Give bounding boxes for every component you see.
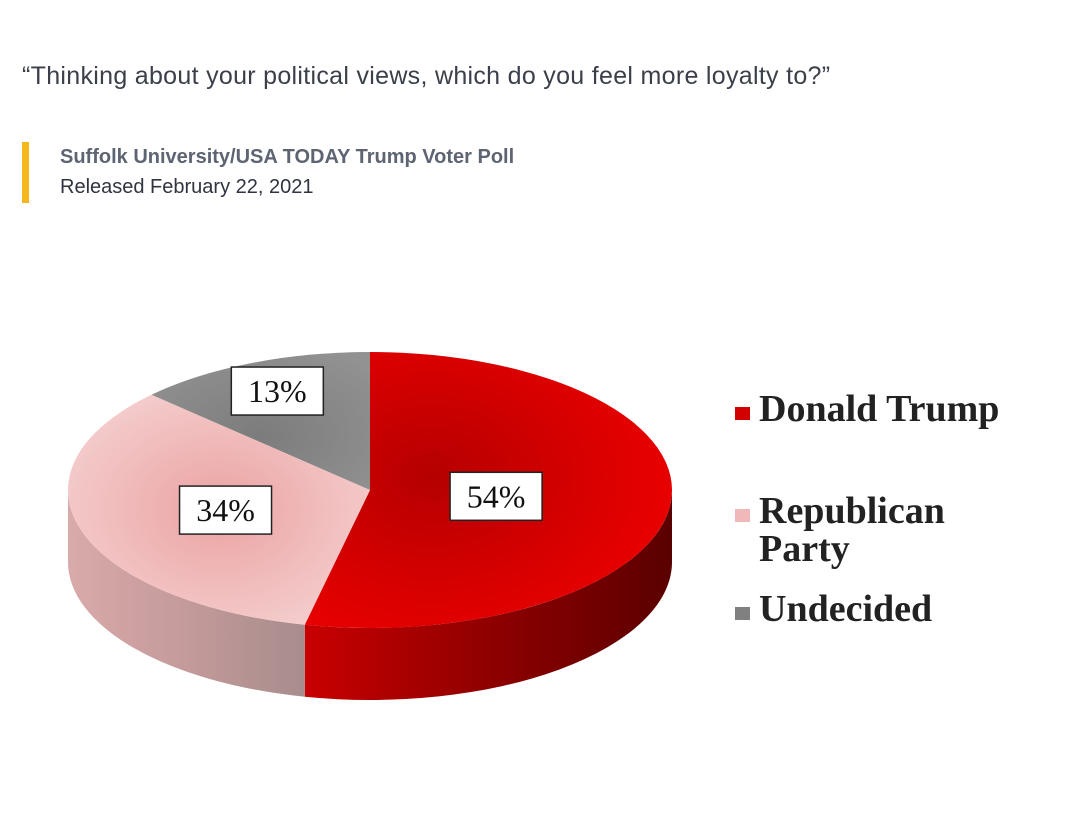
legend-label: Donald Trump xyxy=(759,388,999,430)
svg-text:34%: 34% xyxy=(196,492,255,528)
legend-item-donald-trump: Donald Trump xyxy=(735,388,999,430)
legend-label: Undecided xyxy=(759,588,932,630)
pie-data-labels: 54% 34% 13% xyxy=(178,366,543,535)
legend-item-undecided: Undecided xyxy=(735,588,932,630)
legend-swatch xyxy=(735,607,750,620)
poll-question: “Thinking about your political views, wh… xyxy=(22,62,831,90)
pie-sides xyxy=(68,490,672,700)
data-label-republican-party: 34% xyxy=(178,485,273,535)
pie-side-donald-trump xyxy=(304,490,672,700)
legend-swatch xyxy=(735,407,750,420)
release-date: Released February 22, 2021 xyxy=(60,176,314,198)
data-label-donald-trump: 54% xyxy=(449,471,543,522)
data-label-undecided: 13% xyxy=(230,366,325,416)
pie-tops xyxy=(68,352,673,628)
source-title: Suffolk University/USA TODAY Trump Voter… xyxy=(60,146,515,168)
svg-text:13%: 13% xyxy=(248,373,307,409)
pie-side-republican-party xyxy=(68,490,305,697)
legend: Donald Trump Republican Party Undecided xyxy=(735,388,999,630)
svg-text:54%: 54% xyxy=(467,478,526,514)
legend-swatch xyxy=(735,509,750,522)
pie-chart: 54% 34% 13% Donald Trump Republican Party Und… xyxy=(68,352,999,700)
legend-item-republican-party: Republican Party xyxy=(735,490,945,570)
legend-label: Republican Party xyxy=(759,490,945,570)
accent-bar xyxy=(22,142,29,203)
